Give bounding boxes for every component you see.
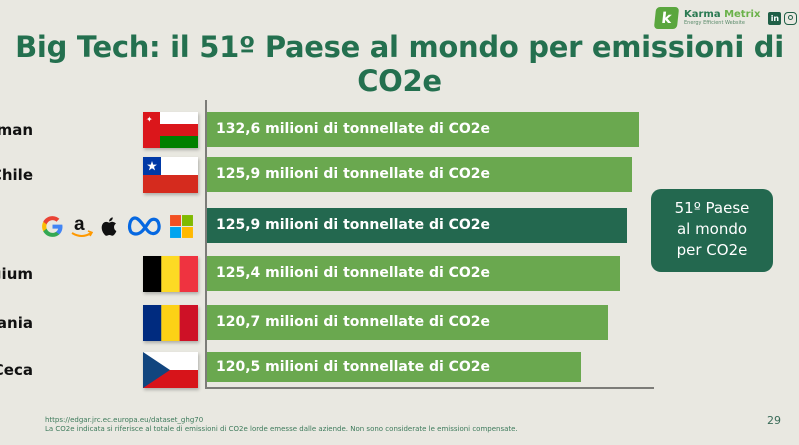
callout-line-1: 51º Paese <box>674 199 750 217</box>
page-title: Big Tech: il 51º Paese al mondo per emis… <box>15 30 784 98</box>
belgium-flag-icon <box>143 256 198 292</box>
y-axis-line <box>205 100 207 389</box>
oman-flag-icon: ✦ <box>143 112 198 148</box>
brand-name: Karma Metrix <box>684 10 760 20</box>
svg-text:✦: ✦ <box>146 115 153 124</box>
bar-chile: 125,9 milioni di tonnellate di CO2e <box>207 157 632 192</box>
brand-tagline: Energy Efficient Website <box>684 20 745 26</box>
callout-line-3: per CO2e <box>676 241 748 259</box>
callout-box: 51º Paese al mondo per CO2e <box>651 189 773 272</box>
chart-row-chile: Chile 125,9 milioni di tonnellate di CO2… <box>0 157 700 193</box>
bar-romania: 120,7 milioni di tonnellate di CO2e <box>207 305 608 340</box>
footer: https://edgar.jrc.ec.europa.eu/dataset_g… <box>45 416 518 434</box>
x-axis-line <box>205 387 654 389</box>
callout-line-2: al mondo <box>676 220 748 238</box>
svg-text:a: a <box>74 214 85 235</box>
chart-row-big-tech: a 125,9 milioni di tonnellate di CO2e <box>0 208 700 244</box>
amazon-icon: a <box>71 214 93 237</box>
bar-czech: 120,5 milioni di tonnellate di CO2e <box>207 352 581 382</box>
apple-icon <box>101 216 117 236</box>
brand-header: k Karma Metrix Energy Efficient Website … <box>653 7 798 29</box>
page-number: 29 <box>767 414 781 427</box>
row-label: Belgium <box>0 265 33 283</box>
bar-belgium: 125,4 milioni di tonnellate di CO2e <box>207 256 620 291</box>
google-icon <box>42 215 63 237</box>
microsoft-icon <box>170 214 193 238</box>
social-links: in <box>768 11 798 25</box>
chart-row-czech: Rep. Ceca 120,5 milioni di tonnellate di… <box>0 352 700 388</box>
bar-big-tech: 125,9 milioni di tonnellate di CO2e <box>207 208 627 243</box>
row-label: Chile <box>0 166 33 184</box>
row-label: Romania <box>0 314 33 332</box>
chart-row-romania: Romania 120,7 milioni di tonnellate di C… <box>0 305 700 341</box>
row-label: Oman <box>0 121 33 139</box>
big-tech-logos: a <box>40 208 194 244</box>
chile-flag-icon <box>143 157 198 193</box>
czech-flag-icon <box>143 352 198 388</box>
chart-row-oman: Oman ✦ 132,6 milioni di tonnellate di CO… <box>0 112 700 148</box>
brand-text: Karma Metrix Energy Efficient Website <box>684 10 760 26</box>
romania-flag-icon <box>143 305 198 341</box>
instagram-icon[interactable] <box>784 11 798 25</box>
source-link[interactable]: https://edgar.jrc.ec.europa.eu/dataset_g… <box>45 416 204 424</box>
row-label: Rep. Ceca <box>0 361 33 379</box>
bar-oman: 132,6 milioni di tonnellate di CO2e <box>207 112 639 147</box>
linkedin-icon[interactable]: in <box>768 11 782 25</box>
karma-metrix-logo-icon: k <box>653 7 680 29</box>
meta-icon <box>128 216 161 236</box>
brand-name-part2: Metrix <box>724 9 761 20</box>
footnote: La CO2e indicata si riferisce al totale … <box>45 425 518 433</box>
brand-name-part1: Karma <box>684 9 725 20</box>
chart-row-belgium: Belgium 125,4 milioni di tonnellate di C… <box>0 256 700 292</box>
